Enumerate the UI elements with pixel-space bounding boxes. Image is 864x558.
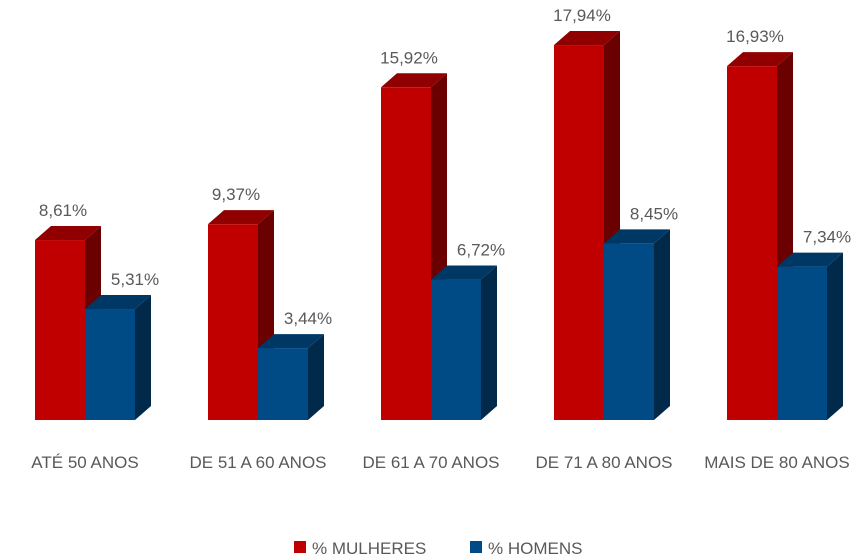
x-tick-label: DE 61 A 70 ANOS bbox=[362, 453, 500, 472]
bar-top bbox=[431, 265, 497, 280]
bar bbox=[604, 229, 670, 420]
legend-label: % MULHERES bbox=[312, 539, 426, 558]
bar-top bbox=[208, 210, 274, 225]
bar-front bbox=[727, 66, 777, 421]
bar-top bbox=[604, 229, 670, 244]
data-label: 8,45% bbox=[630, 204, 678, 223]
bar-side bbox=[654, 229, 670, 420]
bar bbox=[85, 295, 151, 420]
bar-top bbox=[258, 334, 324, 349]
bar bbox=[258, 334, 324, 420]
legend-label: % HOMENS bbox=[488, 539, 582, 558]
bar-front bbox=[381, 87, 431, 420]
bar-top bbox=[727, 52, 793, 67]
bar-side bbox=[481, 265, 497, 420]
bar-side bbox=[827, 252, 843, 420]
bar-front bbox=[85, 309, 135, 420]
bar-front bbox=[604, 243, 654, 420]
x-tick-label: MAIS DE 80 ANOS bbox=[704, 453, 850, 472]
x-tick-label: DE 71 A 80 ANOS bbox=[535, 453, 673, 472]
bar-top bbox=[381, 73, 447, 88]
legend-swatch bbox=[470, 541, 482, 553]
bar-top bbox=[85, 295, 151, 310]
bar-top bbox=[777, 252, 843, 267]
data-label: 9,37% bbox=[212, 185, 260, 204]
data-label: 5,31% bbox=[111, 270, 159, 289]
bar-front bbox=[777, 266, 827, 420]
bar bbox=[431, 265, 497, 420]
bar-front bbox=[208, 224, 258, 420]
data-label: 17,94% bbox=[553, 6, 611, 25]
bar-front bbox=[258, 348, 308, 420]
bar-front bbox=[35, 240, 85, 420]
bar-top bbox=[35, 226, 101, 241]
bar-side bbox=[135, 295, 151, 420]
data-label: 6,72% bbox=[457, 241, 505, 260]
data-label: 8,61% bbox=[39, 201, 87, 220]
data-label: 7,34% bbox=[803, 228, 851, 247]
x-tick-label: DE 51 A 60 ANOS bbox=[189, 453, 327, 472]
bar-front bbox=[431, 279, 481, 420]
data-label: 15,92% bbox=[380, 48, 438, 67]
bar-top bbox=[554, 31, 620, 46]
bar-side bbox=[308, 334, 324, 420]
data-label: 16,93% bbox=[726, 27, 784, 46]
bar-front bbox=[554, 45, 604, 420]
x-tick-label: ATÉ 50 ANOS bbox=[31, 453, 139, 472]
bar bbox=[777, 252, 843, 420]
data-label: 3,44% bbox=[284, 309, 332, 328]
legend-swatch bbox=[294, 541, 306, 553]
